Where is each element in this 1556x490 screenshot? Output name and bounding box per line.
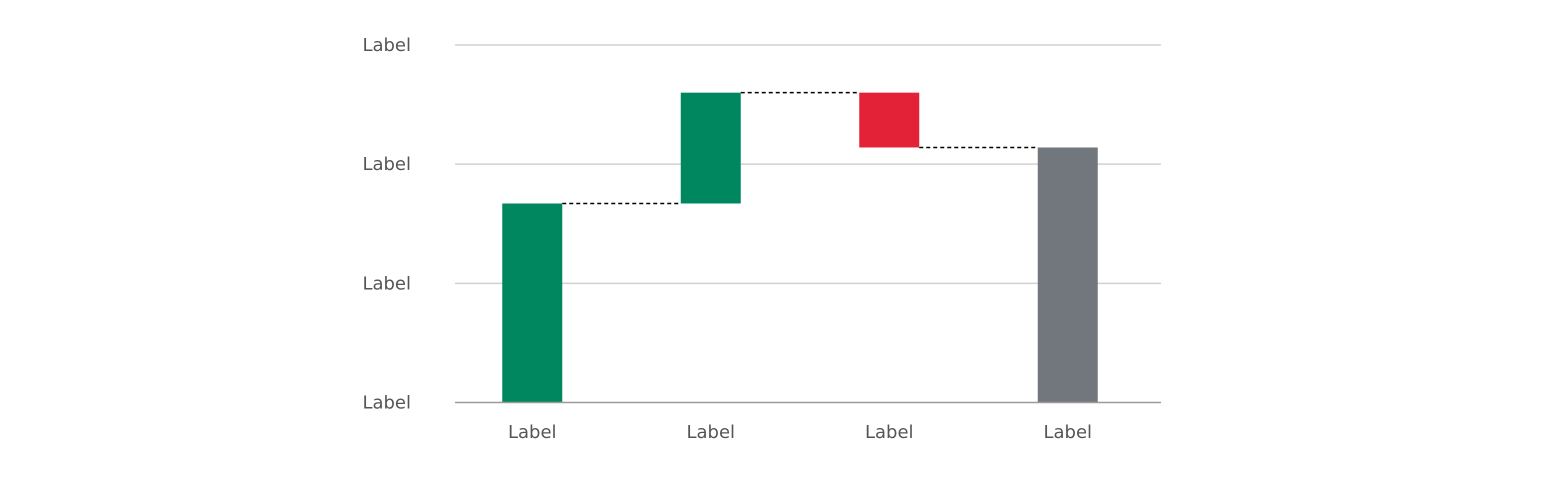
bar-start	[502, 203, 563, 403]
bar-total	[1037, 147, 1098, 403]
y-tick-label: Label	[362, 154, 411, 175]
y-axis-tick-labels: Label Label Label Label	[362, 35, 411, 414]
x-axis-tick-labels: Label Label Label Label	[508, 422, 1092, 443]
connectors	[562, 91, 1038, 205]
y-tick-label: Label	[362, 35, 411, 56]
bar-increase	[680, 92, 741, 204]
x-tick-label: Label	[508, 422, 557, 443]
bars	[502, 92, 1098, 403]
y-tick-label: Label	[362, 393, 411, 414]
x-tick-label: Label	[1043, 422, 1092, 443]
y-tick-label: Label	[362, 273, 411, 294]
bar-decrease	[859, 92, 920, 148]
x-tick-label: Label	[686, 422, 735, 443]
x-tick-label: Label	[865, 422, 914, 443]
